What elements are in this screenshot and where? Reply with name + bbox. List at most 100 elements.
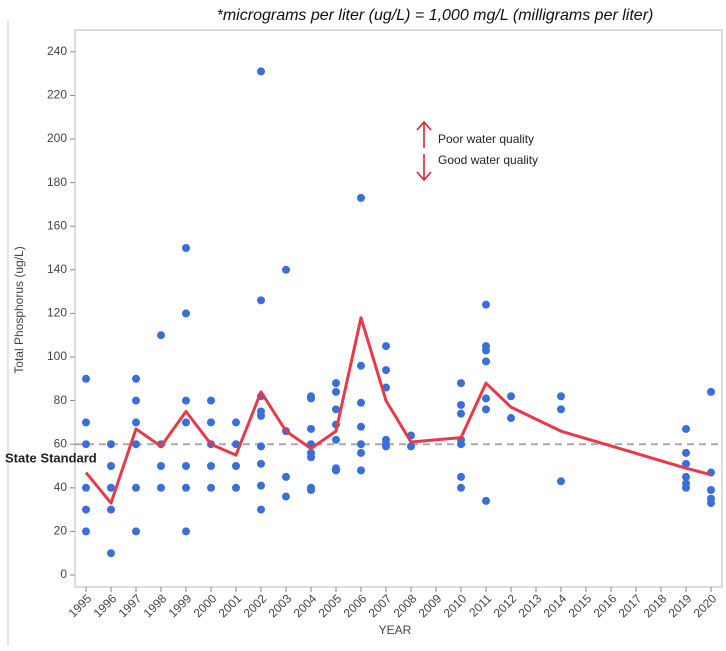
point [257, 411, 265, 420]
point [82, 505, 90, 514]
point [282, 472, 290, 481]
x-tick-label: 1999 [166, 591, 195, 620]
point [82, 527, 90, 536]
annotation: Good water quality [438, 153, 538, 167]
y-tick-label: 60 [54, 436, 68, 450]
x-tick-label: 2011 [466, 591, 494, 619]
point [357, 448, 365, 457]
x-tick-label: 2020 [691, 591, 720, 620]
point [382, 366, 390, 375]
reference-label: State Standard [5, 451, 97, 466]
point [157, 483, 165, 492]
point [482, 300, 490, 309]
x-tick-label: 2016 [591, 591, 620, 620]
point [707, 387, 715, 396]
y-tick-label: 20 [54, 524, 68, 538]
point [382, 442, 390, 451]
y-axis-label: Total Phosphorus (ug/L) [12, 246, 26, 373]
point [232, 418, 240, 427]
point [357, 193, 365, 202]
point [182, 527, 190, 536]
point [107, 505, 115, 514]
plot-frame [74, 29, 723, 588]
x-tick-label: 1995 [66, 591, 95, 620]
point [207, 483, 215, 492]
x-tick-label: 2014 [541, 591, 570, 620]
point [257, 481, 265, 490]
point [132, 483, 140, 492]
point [482, 346, 490, 355]
x-tick-label: 2010 [441, 591, 470, 620]
point [182, 483, 190, 492]
point [682, 459, 690, 468]
point [557, 477, 565, 486]
x-tick-label: 2007 [366, 591, 395, 620]
point [457, 409, 465, 418]
point [307, 485, 315, 494]
point [182, 244, 190, 253]
mean-line [84, 316, 712, 505]
point [557, 405, 565, 414]
point [707, 499, 715, 508]
point [132, 374, 140, 383]
x-axis-label: YEAR [379, 623, 412, 637]
point [182, 462, 190, 471]
x-tick-label: 2019 [666, 591, 695, 620]
point [307, 424, 315, 433]
point [507, 414, 515, 423]
point [357, 361, 365, 370]
y-tick-label: 80 [54, 393, 68, 407]
x-tick-label: 2017 [616, 591, 645, 620]
point [457, 472, 465, 481]
point [707, 485, 715, 494]
x-tick-label: 2004 [291, 591, 320, 620]
point [132, 396, 140, 405]
up-arrow [416, 120, 432, 148]
point [307, 453, 315, 462]
point [282, 265, 290, 274]
y-tick-label: 120 [47, 306, 67, 320]
annotation: Poor water quality [438, 132, 534, 146]
x-tick-label: 2001 [216, 591, 245, 620]
point [682, 483, 690, 492]
y-tick-label: 200 [47, 131, 67, 145]
point [357, 466, 365, 475]
point [257, 505, 265, 514]
x-tick-label: 2008 [391, 591, 420, 620]
point [457, 440, 465, 449]
point [332, 405, 340, 414]
point [107, 440, 115, 449]
point [682, 472, 690, 481]
point [257, 442, 265, 451]
point [132, 440, 140, 449]
point [157, 331, 165, 340]
point [207, 396, 215, 405]
point [107, 462, 115, 471]
point [507, 392, 515, 401]
point [82, 418, 90, 427]
point [682, 448, 690, 457]
point [357, 440, 365, 449]
x-tick-label: 1996 [91, 591, 120, 620]
point [282, 492, 290, 501]
down-arrow [416, 154, 432, 182]
y-tick-label: 240 [47, 44, 67, 58]
y-tick-label: 40 [54, 480, 68, 494]
point [257, 296, 265, 305]
point [407, 442, 415, 451]
point [232, 483, 240, 492]
point [457, 379, 465, 388]
x-tick-label: 2005 [316, 591, 345, 620]
point [132, 418, 140, 427]
point [182, 396, 190, 405]
x-tick-label: 2000 [191, 591, 220, 620]
point [107, 549, 115, 558]
quality-arrows [416, 120, 432, 182]
x-tick-label: 2003 [266, 591, 295, 620]
point [382, 342, 390, 351]
point [207, 462, 215, 471]
y-tick-label: 140 [47, 262, 67, 276]
x-tick-label: 2012 [491, 591, 520, 620]
point [257, 459, 265, 468]
point [207, 418, 215, 427]
